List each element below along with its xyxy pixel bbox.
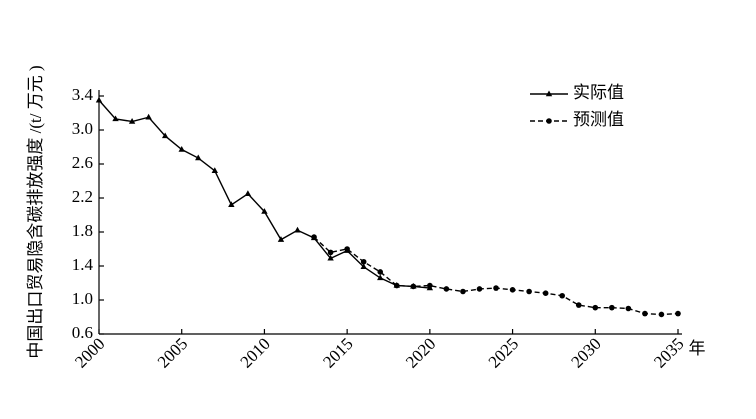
data-point <box>145 113 152 120</box>
x-tick-label: 2030 <box>567 334 604 371</box>
y-axis-label: 中国出口贸易隐含碳排放强度 /(t/ 万元 ) <box>26 65 45 358</box>
data-point <box>658 311 665 318</box>
y-tick-label: 1.8 <box>72 221 93 240</box>
data-point <box>294 226 301 233</box>
legend-marker <box>546 118 552 124</box>
data-point <box>675 310 681 317</box>
y-tick-label: 2.6 <box>72 153 93 172</box>
y-tick-label: 3.4 <box>72 85 94 104</box>
data-point <box>360 258 367 265</box>
data-point <box>195 154 202 161</box>
data-point <box>509 287 516 293</box>
y-tick-label: 0.6 <box>72 323 93 342</box>
x-tick-label: 2025 <box>485 334 522 371</box>
data-point <box>559 292 565 299</box>
x-axis-label: 年 <box>689 339 706 358</box>
legend-label: 实际值 <box>573 83 624 102</box>
data-point <box>542 290 549 297</box>
legend-marker <box>545 90 553 97</box>
data-point <box>592 304 599 311</box>
data-point <box>427 282 433 289</box>
series-line <box>98 99 430 289</box>
data-point <box>211 167 218 173</box>
data-point <box>443 286 450 292</box>
data-point <box>277 236 285 242</box>
series-line <box>313 236 679 316</box>
data-point <box>244 190 252 196</box>
data-point <box>327 249 334 256</box>
data-point <box>311 234 317 240</box>
y-tick-label: 1.0 <box>72 289 93 308</box>
data-point <box>112 115 119 122</box>
x-tick-label: 2010 <box>237 334 274 371</box>
x-tick-label: 2015 <box>319 334 356 371</box>
y-tick-label: 1.4 <box>72 255 94 274</box>
data-point <box>642 310 648 317</box>
data-point <box>128 118 136 124</box>
data-point <box>575 302 582 308</box>
data-point <box>161 132 169 139</box>
data-point <box>460 288 466 295</box>
data-point <box>410 283 417 290</box>
x-tick-label: 2020 <box>402 334 439 371</box>
data-point <box>360 263 367 270</box>
x-tick-label: 2035 <box>650 334 687 371</box>
data-point <box>493 285 499 291</box>
data-point <box>228 201 235 207</box>
data-point <box>377 274 384 281</box>
data-point <box>526 288 532 295</box>
data-point <box>377 269 384 275</box>
data-point <box>476 286 483 292</box>
data-point <box>609 304 615 311</box>
y-tick-label: 3.0 <box>72 119 93 138</box>
data-point <box>261 208 268 214</box>
legend-label: 预测值 <box>573 110 624 129</box>
data-point <box>393 282 400 289</box>
x-tick-label: 2005 <box>154 334 191 371</box>
data-point <box>95 96 103 103</box>
data-point <box>625 305 632 312</box>
data-point <box>178 146 185 152</box>
data-point <box>344 246 350 252</box>
data-point <box>327 254 334 261</box>
y-tick-label: 2.2 <box>72 187 93 206</box>
